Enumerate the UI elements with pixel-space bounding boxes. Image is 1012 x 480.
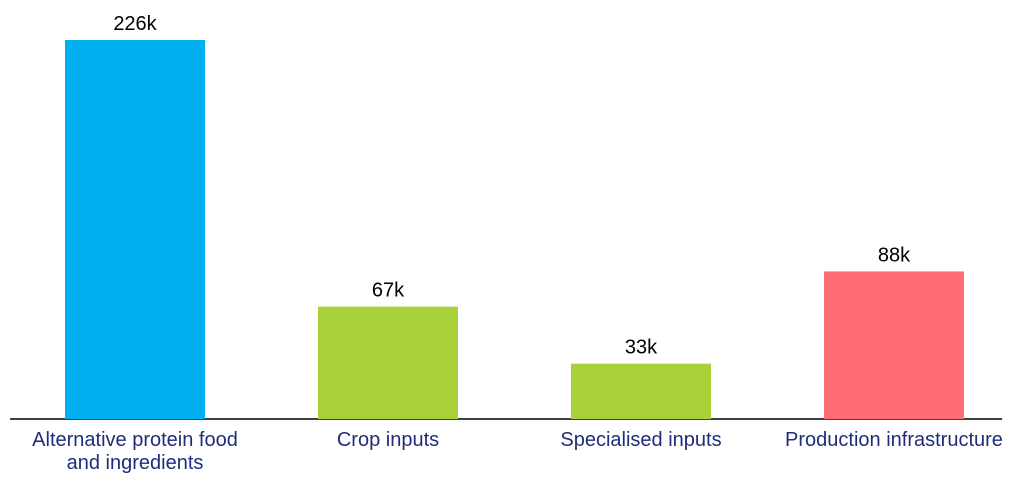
bar [571, 363, 711, 419]
bar [65, 40, 205, 419]
x-tick-label: Crop inputs [336, 429, 440, 451]
x-tick-label: Specialised inputs [560, 429, 722, 451]
x-tick-label: Production infrastructure [785, 429, 1003, 451]
data-label: 88k [878, 244, 911, 266]
bar [318, 306, 458, 419]
data-label: 67k [372, 280, 405, 302]
x-tick-label: Alternative protein food and ingredients [32, 429, 238, 474]
data-label: 33k [625, 337, 658, 359]
data-label: 226k [113, 13, 157, 35]
bar [824, 271, 964, 419]
